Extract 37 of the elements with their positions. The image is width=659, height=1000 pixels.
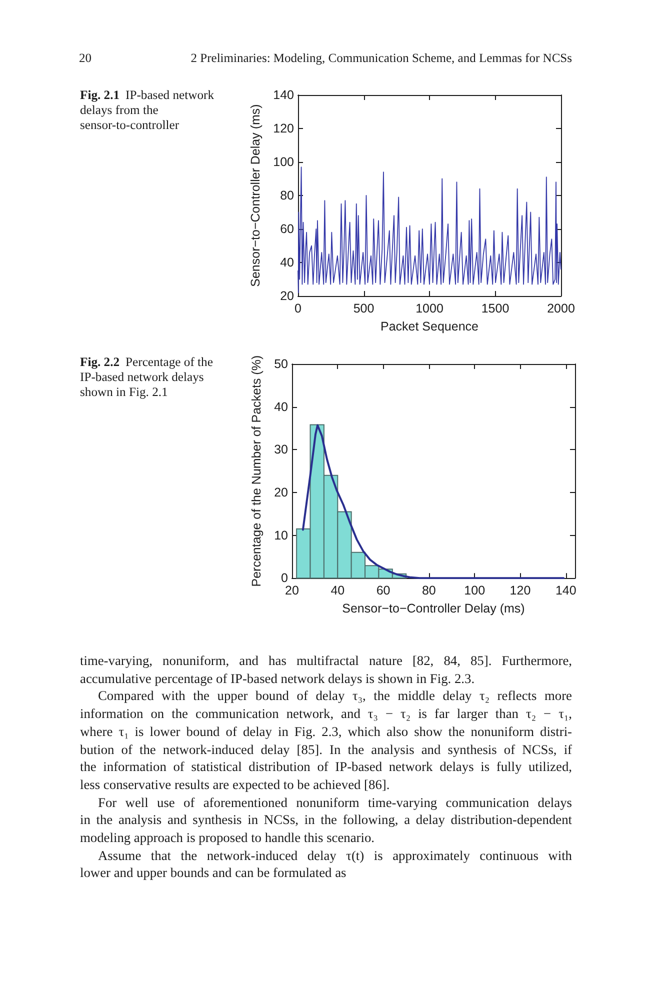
y-tick-label: 120 xyxy=(273,122,294,136)
y-tick-label: 80 xyxy=(280,188,294,202)
y-tick-label: 0 xyxy=(281,571,288,586)
y-tick-label: 100 xyxy=(273,155,294,169)
line-series xyxy=(298,166,562,294)
x-tick-label: 140 xyxy=(555,584,576,598)
line-series xyxy=(302,424,565,580)
y-tick-label: 20 xyxy=(274,485,288,500)
text: 2 Preliminaries: Modeling, Communication Scheme, and Lemmas for NCSs xyxy=(190,51,572,66)
y-tick-label: 30 xyxy=(274,442,288,457)
x-tick-label: 500 xyxy=(353,302,374,316)
y-axis-title: Sensor−to−Controller Delay (ms) xyxy=(248,104,263,287)
text: Compared with the upper bound of delay τ₃, the middle delay τ₂ reflects more information on the communication network, and τ₃ − τ₂ is far larger than τ₂ − τ₁, where τ₁ is lower bound of delay in Fig. 2.3, which also show the nonuniform distri- bution of the network-induced delay [85]. In the analysis and synthesis of NCSs, if the information of statistical distribution of IP-based network delays is fully utilized, less conservative results are expected to be achieved [86]. xyxy=(80,687,572,794)
y-axis-title: Percentage of the Number of Packets (%) xyxy=(250,355,264,587)
x-axis-title: Packet Sequence xyxy=(380,320,479,334)
caption: Fig. 2.1 IP-based network delays from the sensor-to-controller xyxy=(80,88,214,133)
text: For well use of aforementioned nonuniform time-varying communication delays in the analysis and synthesis in NCSs, in the following, a delay distribution-dependent modeling approach is proposed to handle this scenario. xyxy=(80,794,572,847)
x-tick-label: 100 xyxy=(464,584,486,598)
caption: Fig. 2.2 Percentage of the IP-based network delays shown in Fig. 2.1 xyxy=(80,355,213,400)
text: 20 xyxy=(79,51,92,66)
y-tick-label: 60 xyxy=(280,222,294,236)
text: time-varying, nonuniform, and has multifractal nature [82, 84, 85]. Furthermore, accumulative percentage of IP-based network delays is shown in Fig. 2.3. xyxy=(80,652,572,688)
y-tick-label: 40 xyxy=(280,256,294,270)
x-axis-title: Sensor−to−Controller Delay (ms) xyxy=(342,602,525,616)
y-tick-label: 40 xyxy=(274,400,288,414)
x-tick-label: 1500 xyxy=(481,302,510,316)
y-tick-label: 10 xyxy=(274,528,288,542)
y-tick-label: 50 xyxy=(274,357,288,371)
x-tick-label: 60 xyxy=(376,584,390,598)
x-tick-label: 2000 xyxy=(547,302,575,316)
x-tick-label: 40 xyxy=(330,584,345,598)
x-tick-label: 80 xyxy=(422,584,436,598)
y-tick-label: 20 xyxy=(280,289,294,303)
y-tick-label: 140 xyxy=(273,88,294,102)
text: Assume that the network-induced delay τ(t) is approximately continuous with lower and upper bounds and can be formulated as xyxy=(80,846,572,882)
x-tick-label: 120 xyxy=(510,584,531,598)
x-tick-label: 1000 xyxy=(416,302,444,316)
